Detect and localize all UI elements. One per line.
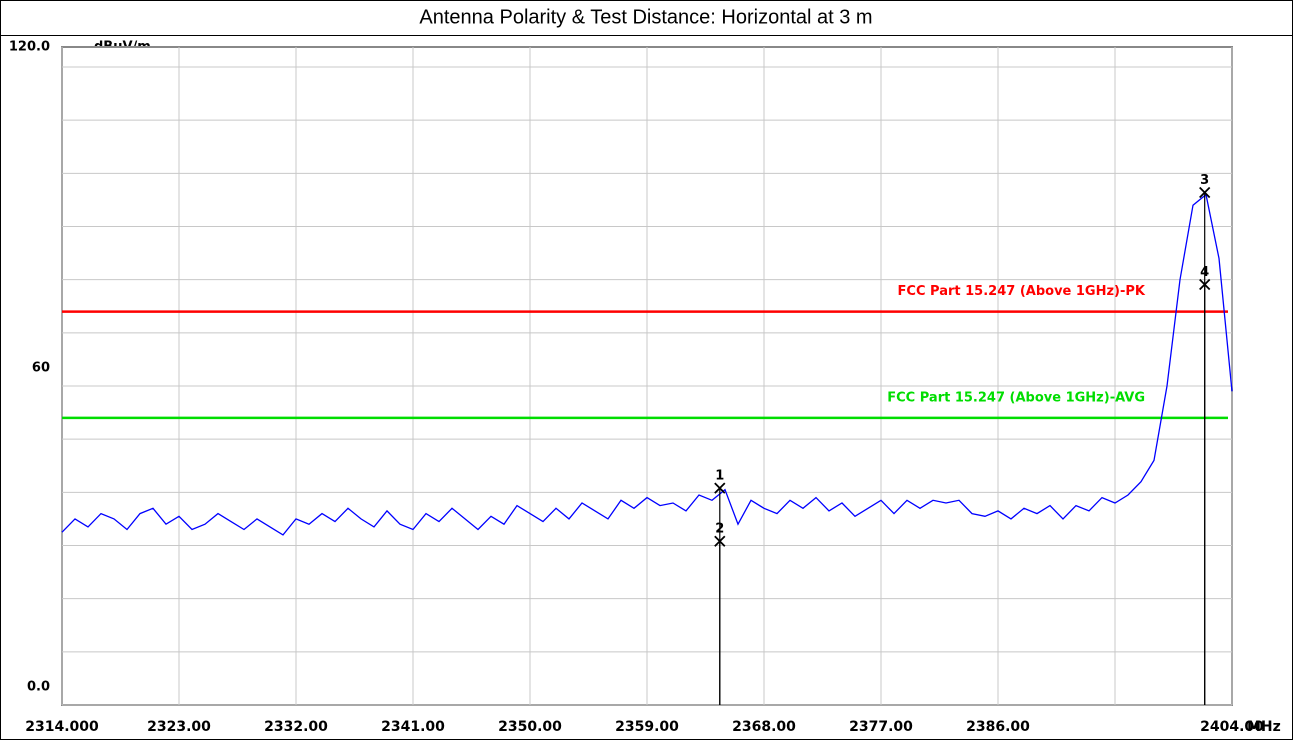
y-tick-label: 0.0 [27, 680, 50, 695]
chart-title: Antenna Polarity & Test Distance: Horizo… [419, 6, 872, 28]
x-tick-label: 2359.00 [615, 719, 679, 735]
x-tick-label: 2368.00 [732, 719, 796, 735]
limit-label: FCC Part 15.247 (Above 1GHz)-AVG [887, 390, 1145, 405]
marker [1199, 186, 1211, 199]
y-tick-label: 60 [32, 361, 50, 376]
x-tick-label: 2323.00 [147, 719, 211, 735]
limit-label: FCC Part 15.247 (Above 1GHz)-PK [898, 284, 1146, 299]
marker [714, 535, 726, 547]
x-tick-label: 2341.00 [381, 719, 445, 735]
x-unit: MHz [1247, 719, 1281, 735]
x-tick-label: 2377.00 [849, 719, 913, 735]
marker [714, 482, 726, 494]
marker-label: 3 [1200, 173, 1209, 188]
x-tick-label: 2350.00 [498, 719, 562, 735]
y-tick-label: 120.0 [9, 40, 50, 55]
x-tick-label: 2404.00 [1200, 719, 1264, 735]
x-tick-label: 2314.000 [25, 719, 99, 735]
marker [1199, 278, 1211, 291]
x-tick-label: 2332.00 [264, 719, 328, 735]
marker-label: 1 [715, 469, 724, 484]
x-tick-label: 2386.00 [966, 719, 1030, 735]
marker-label: 2 [715, 522, 724, 537]
trace [61, 193, 1233, 536]
marker-label: 4 [1200, 265, 1209, 280]
